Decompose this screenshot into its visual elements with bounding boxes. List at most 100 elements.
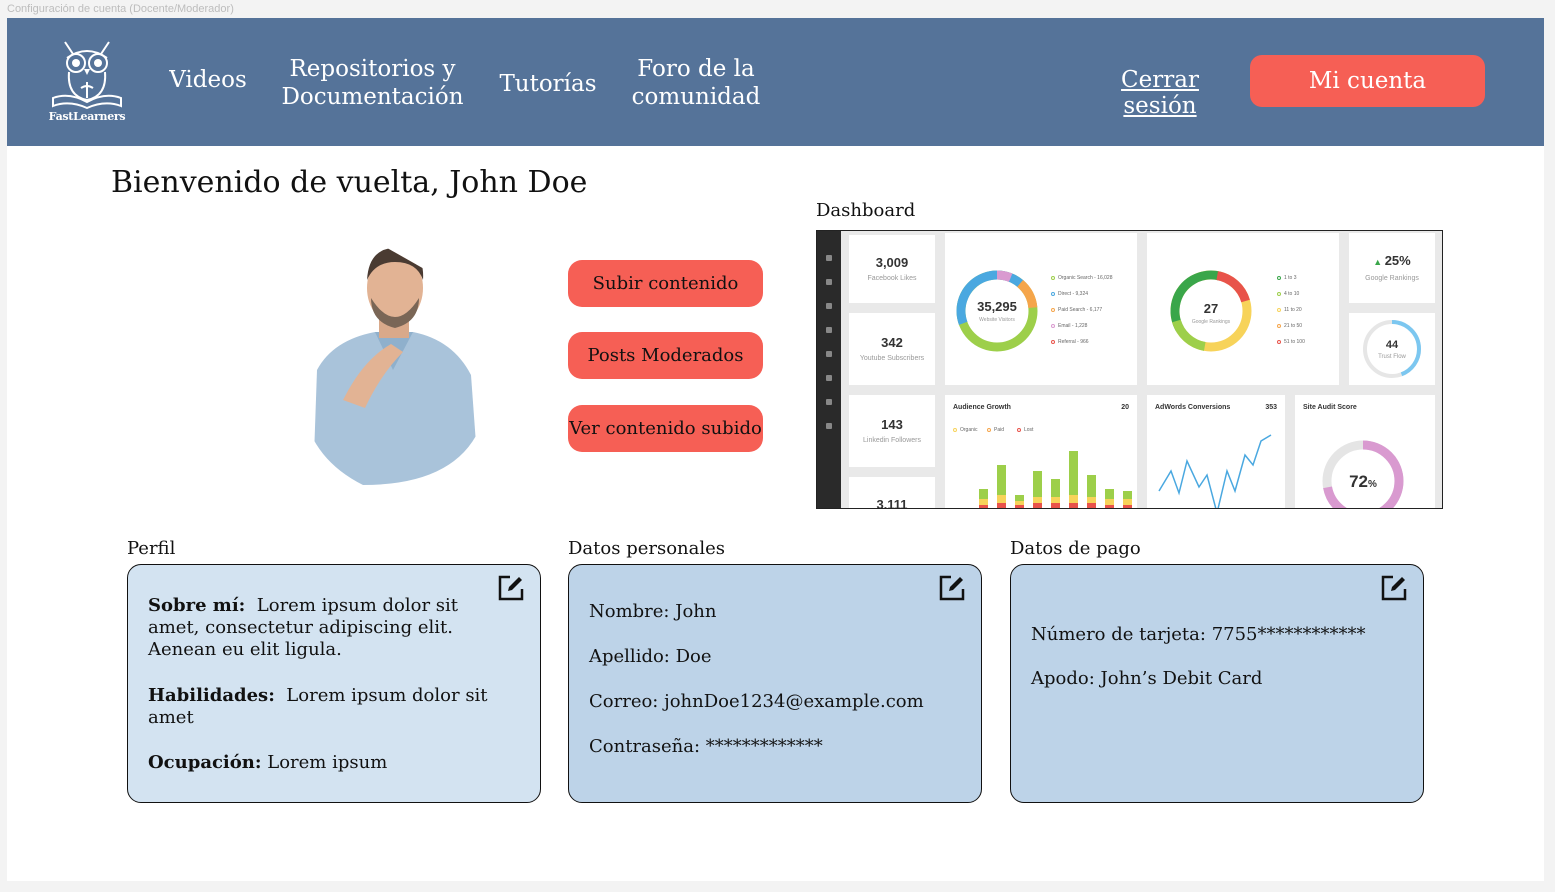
occupation-field: Ocupación: Lorem ipsum bbox=[148, 752, 388, 773]
audience-bar bbox=[1105, 499, 1114, 505]
audience-bar bbox=[1051, 503, 1060, 508]
audience-bar bbox=[1069, 495, 1078, 503]
visitors-label: Website Visitors bbox=[979, 317, 1015, 323]
payment-card: Número de tarjeta: 7755************ Apod… bbox=[1010, 564, 1424, 803]
audience-bars bbox=[979, 451, 1132, 508]
payment-title: Datos de pago bbox=[1010, 538, 1141, 559]
adwords-line bbox=[1158, 434, 1272, 508]
view-uploaded-content-button[interactable]: Ver contenido subido bbox=[568, 405, 763, 452]
youtube-tile: 342 Youtube Subscribers bbox=[849, 313, 935, 385]
nav-forum-line1: Foro de la bbox=[637, 56, 755, 82]
legend-item: Direct - 9,324 bbox=[1051, 291, 1088, 297]
linkedin-value: 143 bbox=[881, 417, 903, 432]
logout-link[interactable]: Cerrar sesión bbox=[1121, 67, 1199, 119]
nav-forum-line2: comunidad bbox=[631, 84, 761, 110]
moderated-posts-button[interactable]: Posts Moderados bbox=[568, 332, 763, 379]
visitors-donut bbox=[956, 270, 1038, 352]
profile-title: Perfil bbox=[127, 538, 176, 559]
legend-item: Organic Search - 16,028 bbox=[1051, 275, 1112, 281]
facebook-label: Facebook Likes bbox=[867, 275, 917, 282]
nav-videos-label: Videos bbox=[169, 67, 247, 93]
audience-bar bbox=[1051, 479, 1060, 497]
dashboard-label: Dashboard bbox=[816, 200, 916, 221]
audience-bar bbox=[1105, 505, 1114, 508]
edit-icon[interactable] bbox=[1379, 573, 1409, 603]
password-field: Contraseña: ************* bbox=[589, 736, 823, 757]
logo-text: FastLearners bbox=[48, 110, 126, 123]
facebook-tile: 3,009 Facebook Likes bbox=[849, 235, 935, 303]
rankings-label: Google Rankings bbox=[1191, 319, 1231, 325]
audience-bar bbox=[1123, 505, 1132, 508]
linkedin-label: Linkedin Followers bbox=[863, 437, 921, 444]
audience-bar bbox=[979, 499, 988, 505]
nav-repositories-line1: Repositorios y bbox=[289, 56, 456, 82]
audience-bar bbox=[979, 489, 988, 499]
trust-tile: 44 Trust Flow bbox=[1349, 313, 1435, 385]
google-tile: ▲ 25% Google Rankings bbox=[1349, 233, 1435, 303]
audit-tile: Site Audit Score 72% bbox=[1295, 395, 1435, 508]
google-label: Google Rankings bbox=[1365, 275, 1419, 282]
legend-item: Organic bbox=[953, 427, 978, 433]
audience-bar bbox=[1087, 475, 1096, 497]
legend-item: 1 to 3 bbox=[1277, 275, 1297, 281]
audience-bar bbox=[1051, 497, 1060, 503]
legend-item: 21 to 50 bbox=[1277, 323, 1302, 329]
audience-bar bbox=[1123, 499, 1132, 505]
audience-bar bbox=[979, 505, 988, 508]
frame-title: Configuración de cuenta (Docente/Moderad… bbox=[7, 3, 234, 15]
facebook-value: 3,009 bbox=[875, 255, 909, 270]
audience-bar bbox=[1015, 495, 1024, 501]
rankings-tile: 27 Google Rankings 1 to 3 4 to 10 11 to … bbox=[1147, 233, 1339, 385]
nav-tutorials-label: Tutorías bbox=[499, 71, 597, 97]
logo[interactable]: FastLearners bbox=[47, 38, 127, 128]
page: FastLearners Videos Repositorios y Docum… bbox=[7, 18, 1544, 881]
audience-bar bbox=[1069, 451, 1078, 495]
legend-item: 4 to 10 bbox=[1277, 291, 1299, 297]
youtube-label: Youtube Subscribers bbox=[859, 355, 925, 362]
legend-item: Lost bbox=[1017, 427, 1033, 433]
rankings-value: 27 bbox=[1203, 301, 1219, 316]
legend-item: 11 to 20 bbox=[1277, 307, 1302, 313]
nav-forum[interactable]: Foro de la comunidad bbox=[627, 55, 765, 111]
edit-icon[interactable] bbox=[937, 573, 967, 603]
sidebar-icon bbox=[826, 351, 832, 357]
legend-item: Paid bbox=[987, 427, 1004, 433]
adwords-title: AdWords Conversions bbox=[1155, 404, 1231, 411]
audience-bar bbox=[1105, 489, 1114, 499]
trust-value: 44 bbox=[1385, 339, 1399, 351]
sidebar-icon bbox=[826, 399, 832, 405]
upload-content-button[interactable]: Subir contenido bbox=[568, 260, 763, 307]
rankings-donut bbox=[1170, 270, 1252, 352]
edit-icon[interactable] bbox=[496, 573, 526, 603]
audience-bar bbox=[1069, 503, 1078, 508]
up-arrow-icon: ▲ bbox=[1373, 257, 1385, 267]
email-field: Correo: johnDoe1234@example.com bbox=[589, 691, 924, 712]
audience-bar bbox=[1033, 471, 1042, 497]
audience-bar bbox=[1087, 497, 1096, 503]
nav-repositories-line2: Documentación bbox=[281, 84, 464, 110]
profile-card: Sobre mí: Lorem ipsum dolor sit amet, co… bbox=[127, 564, 541, 803]
sidebar-icon bbox=[826, 375, 832, 381]
audience-bar bbox=[997, 503, 1006, 508]
trust-gauge bbox=[1363, 320, 1421, 378]
nav-tutorials[interactable]: Tutorías bbox=[495, 70, 601, 98]
visitors-tile: 35,295 Website Visitors Organic Search -… bbox=[945, 233, 1137, 385]
audience-bar bbox=[1015, 505, 1024, 508]
legend-item: 51 to 100 bbox=[1277, 339, 1305, 345]
card-number-field: Número de tarjeta: 7755************ bbox=[1031, 624, 1366, 645]
personal-card: Nombre: John Apellido: Doe Correo: johnD… bbox=[568, 564, 982, 803]
audience-bar bbox=[997, 465, 1006, 495]
audience-value: 20 bbox=[1121, 404, 1129, 411]
my-account-button[interactable]: Mi cuenta bbox=[1250, 55, 1485, 107]
top-navbar: FastLearners Videos Repositorios y Docum… bbox=[7, 18, 1544, 146]
personal-title: Datos personales bbox=[568, 538, 726, 559]
audience-bar bbox=[1123, 491, 1132, 499]
dashboard-preview[interactable]: 3,009 Facebook Likes 342 Youtube Subscri… bbox=[816, 230, 1443, 509]
audience-bar bbox=[1015, 501, 1024, 505]
dashboard-sidebar bbox=[817, 231, 841, 508]
nav-repositories[interactable]: Repositorios y Documentación bbox=[275, 55, 470, 111]
skills-field: Habilidades: Lorem ipsum dolor sit amet bbox=[148, 685, 488, 728]
nav-videos[interactable]: Videos bbox=[167, 66, 249, 94]
audience-title: Audience Growth bbox=[953, 404, 1011, 411]
audience-bar bbox=[997, 495, 1006, 503]
